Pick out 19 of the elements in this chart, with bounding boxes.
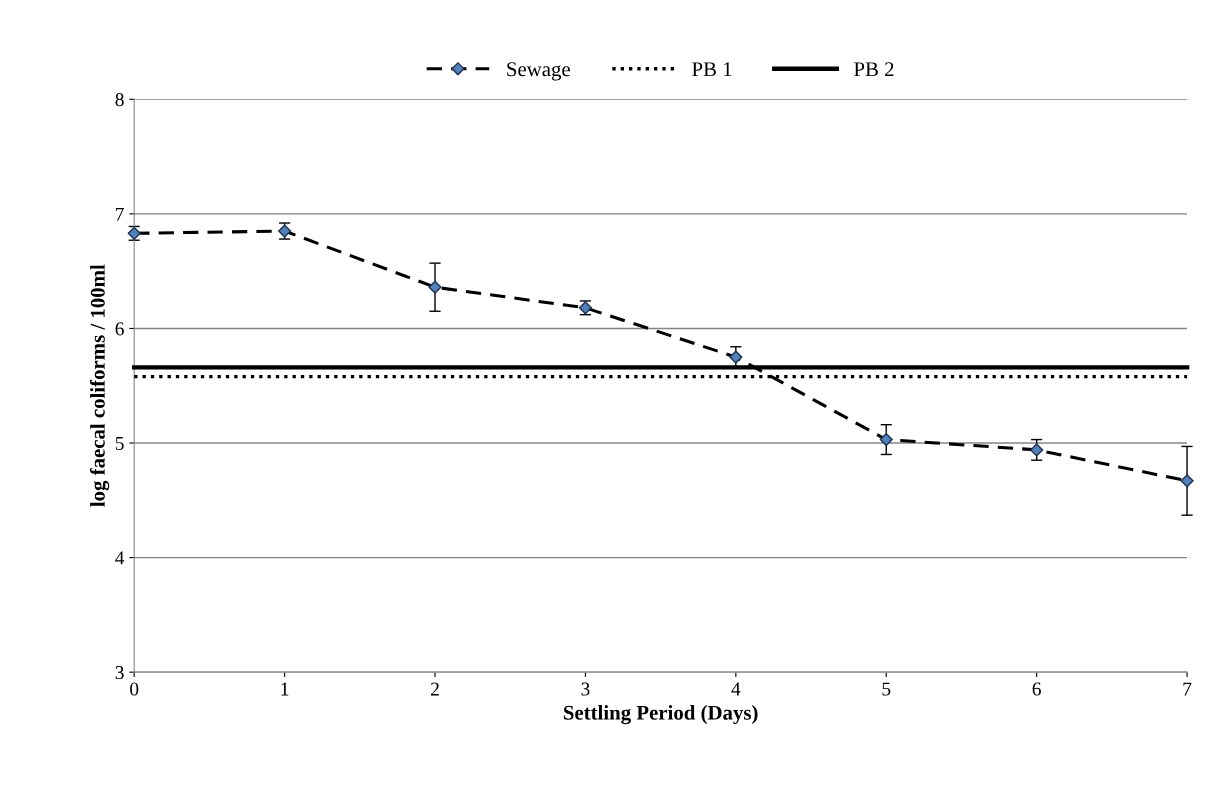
x-tick-label: 5 (882, 682, 891, 696)
x-tick-label: 3 (581, 682, 590, 696)
legend-label: PB 2 (854, 62, 894, 77)
y-tick-label: 8 (115, 93, 124, 107)
x-tick-label: 2 (431, 682, 439, 696)
legend-label: Sewage (507, 62, 570, 81)
x-tick-label: 1 (281, 682, 289, 696)
x-tick-label: 4 (731, 682, 741, 696)
y-tick-label: 5 (115, 437, 124, 450)
x-tick-label: 0 (130, 682, 139, 696)
y-tick-label: 3 (115, 666, 124, 680)
x-axis-title: Settling Period (Days) (563, 705, 758, 725)
y-axis-title: log faecal coliforms / 100ml (89, 264, 110, 507)
x-tick-label: 7 (1183, 682, 1192, 696)
x-tick-label: 6 (1032, 682, 1041, 696)
y-tick-label: 7 (116, 207, 124, 221)
y-tick-label: 4 (115, 551, 125, 565)
legend-label: PB 1 (692, 62, 732, 77)
y-tick-label: 6 (115, 322, 124, 336)
